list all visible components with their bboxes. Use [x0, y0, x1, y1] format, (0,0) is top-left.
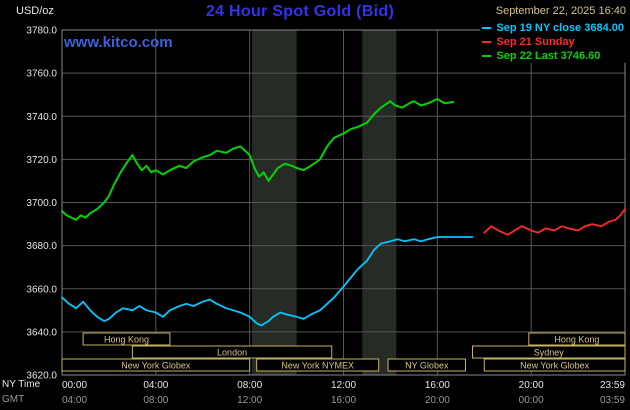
session-label: NY Globex [405, 361, 449, 371]
x-tick-ny-time: 08:00 [237, 380, 262, 391]
session-label: Hong Kong [104, 335, 149, 345]
x-tick-gmt: 00:00 [519, 395, 544, 406]
y-tick-label: 3760.0 [26, 69, 57, 80]
session-box-ny-globex [387, 358, 466, 372]
session-box-hong-kong [82, 332, 171, 346]
x-tick-gmt: 16:00 [331, 395, 356, 406]
legend-dash-icon [482, 41, 492, 43]
y-tick-label: 3700.0 [26, 198, 57, 209]
legend-item-sep21: Sep 21 Sunday [482, 36, 624, 48]
legend-label: Sep 19 NY close 3684.00 [496, 22, 624, 34]
y-tick-label: 3640.0 [26, 327, 57, 338]
legend-item-sep22: Sep 22 Last 3746.60 [482, 50, 624, 62]
page-title: 24 Hour Spot Gold (Bid) [205, 3, 395, 20]
series-line-sep-21-sunday [483, 208, 626, 236]
y-tick-label: 3720.0 [26, 155, 57, 166]
x-tick-gmt: 20:00 [425, 395, 450, 406]
session-label: New York Globex [520, 361, 590, 371]
series-line-sep-22-last [61, 98, 455, 221]
session-box-sydney [472, 345, 626, 359]
y-tick-label: 3740.0 [26, 112, 57, 123]
x-tick-gmt: 08:00 [143, 395, 168, 406]
legend-label: Sep 21 Sunday [496, 36, 575, 48]
x-tick-gmt: 12:00 [237, 395, 262, 406]
x-tick-ny-time: 23:59 [600, 380, 625, 391]
session-label: Sydney [534, 348, 565, 358]
legend-dash-icon [482, 27, 492, 29]
legend-dash-icon [482, 55, 492, 57]
y-tick-label: 3780.0 [26, 26, 57, 37]
series-line-sep-19-ny-close [61, 236, 474, 327]
chart-datetime: September 22, 2025 16:40 [495, 5, 626, 17]
gmt-axis-label: GMT [2, 394, 25, 405]
session-box-new-york-globex [483, 358, 626, 372]
legend-item-sep19: Sep 19 NY close 3684.00 [482, 22, 624, 34]
x-tick-gmt: 03:59 [600, 395, 625, 406]
session-box-new-york-globex [61, 358, 251, 372]
y-tick-label: 3660.0 [26, 284, 57, 295]
x-tick-ny-time: 12:00 [331, 380, 356, 391]
unit-label: USD/oz [16, 5, 54, 17]
x-tick-ny-time: 04:00 [143, 380, 168, 391]
y-tick-label: 3680.0 [26, 241, 57, 252]
plot-border [61, 29, 626, 376]
x-tick-ny-time: 20:00 [519, 380, 544, 391]
session-label: London [217, 348, 247, 358]
session-label: New York NYMEX [281, 361, 354, 371]
kitco-watermark-link[interactable]: www.kitco.com [64, 34, 173, 51]
x-tick-gmt: 04:00 [62, 395, 87, 406]
legend: Sep 19 NY close 3684.00 Sep 21 Sunday Se… [480, 21, 626, 63]
session-box-london [131, 345, 333, 359]
legend-label: Sep 22 Last 3746.60 [496, 50, 601, 62]
ny-time-axis-label: NY Time [2, 379, 41, 390]
y-tick-label: 3620.0 [26, 371, 57, 382]
x-tick-ny-time: 16:00 [425, 380, 450, 391]
session-box-hong-kong [528, 332, 626, 346]
x-tick-ny-time: 00:00 [62, 380, 87, 391]
session-label: New York Globex [121, 361, 191, 371]
session-box-new-york-nymex [256, 358, 380, 372]
session-label: Hong Kong [554, 335, 599, 345]
